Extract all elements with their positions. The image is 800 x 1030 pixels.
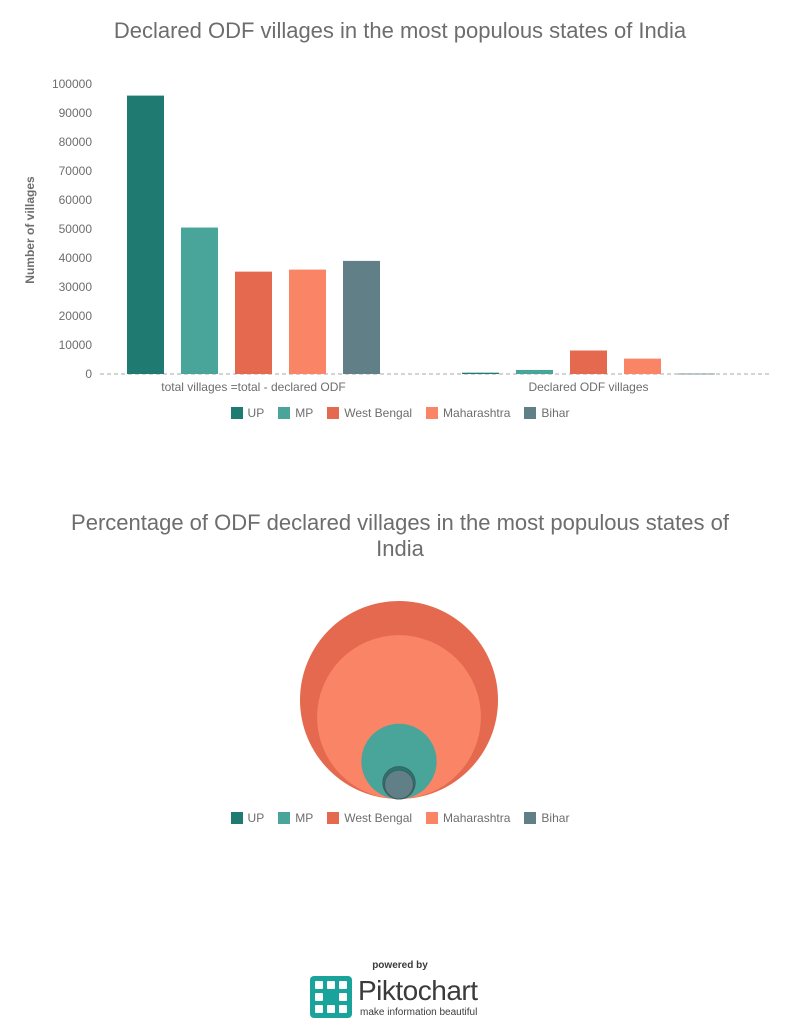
- bar-west-bengal: [235, 271, 272, 374]
- bar-maharashtra: [624, 358, 661, 374]
- legend-item-west-bengal[interactable]: West Bengal: [327, 406, 412, 420]
- legend-label: UP: [247, 811, 265, 825]
- piktochart-brand: Piktochart: [358, 975, 478, 1007]
- piktochart-footer[interactable]: powered by Piktochart make information b…: [300, 958, 500, 1024]
- legend-item-up[interactable]: UP: [230, 406, 265, 420]
- y-tick-label: 100000: [52, 77, 92, 91]
- bar-up: [127, 95, 164, 374]
- legend-item-mp[interactable]: MP: [278, 406, 313, 420]
- legend-label: MP: [295, 406, 314, 420]
- bar-mp: [181, 227, 218, 374]
- legend-swatch: [426, 812, 439, 824]
- bar-chart: 0 10000 20000 30000 40000 50000 60000 70000 8000…: [23, 77, 770, 394]
- legend-swatch: [278, 812, 291, 824]
- bubble-chart-title: Percentage of ODF declared villages in t…: [71, 510, 729, 561]
- bubble-chart: [300, 601, 498, 800]
- y-tick-label: 50000: [59, 222, 93, 236]
- y-tick-label: 80000: [59, 135, 93, 149]
- bar-chart-legend: UP MP West Bengal Maharashtra Bihar: [0, 406, 800, 420]
- y-tick-label: 40000: [59, 251, 93, 265]
- y-tick-label: 30000: [59, 280, 93, 294]
- legend-label: Maharashtra: [443, 406, 511, 420]
- legend-item-bihar[interactable]: Bihar: [524, 811, 569, 825]
- powered-by-label: powered by: [372, 960, 428, 971]
- legend-swatch: [524, 812, 537, 824]
- legend-swatch: [426, 407, 439, 419]
- legend-label: Bihar: [541, 811, 570, 825]
- legend-label: West Bengal: [344, 811, 413, 825]
- bar-mp: [516, 369, 553, 374]
- legend-item-mp[interactable]: MP: [278, 811, 313, 825]
- legend-item-maharashtra[interactable]: Maharashtra: [426, 811, 510, 825]
- legend-label: Bihar: [541, 406, 570, 420]
- legend-swatch: [230, 407, 243, 419]
- bubble-mp: [361, 723, 437, 799]
- y-tick-label: 20000: [59, 309, 93, 323]
- bar-west-bengal: [570, 350, 607, 374]
- legend-label: Maharashtra: [443, 811, 511, 825]
- legend-item-west-bengal[interactable]: West Bengal: [327, 811, 412, 825]
- y-tick-label: 70000: [59, 164, 93, 178]
- legend-label: UP: [247, 406, 265, 420]
- bubble-maharashtra: [317, 635, 481, 799]
- bar-maharashtra: [289, 269, 326, 374]
- legend-swatch: [230, 812, 243, 824]
- bar-chart-title: Declared ODF villages in the most populo…: [113, 18, 687, 43]
- legend-swatch: [278, 407, 291, 419]
- bar-bihar: [343, 260, 380, 374]
- bubble-bihar: [384, 769, 414, 800]
- y-tick-label: 60000: [59, 193, 93, 207]
- brand-suffix: chart: [417, 975, 478, 1006]
- bar-bihar: [678, 373, 715, 375]
- legend-swatch: [524, 407, 537, 419]
- bubble-chart-legend: UP MP West Bengal Maharashtra Bihar: [0, 811, 800, 825]
- piktochart-tagline: make information beautiful: [360, 1007, 478, 1018]
- legend-label: MP: [295, 811, 314, 825]
- legend-item-up[interactable]: UP: [230, 811, 265, 825]
- piktochart-logo-icon: [310, 976, 352, 1018]
- y-tick-label: 10000: [59, 338, 93, 352]
- legend-swatch: [327, 407, 340, 419]
- legend-swatch: [327, 812, 340, 824]
- bar-up: [462, 372, 499, 374]
- legend-item-bihar[interactable]: Bihar: [524, 406, 569, 420]
- y-tick-label: 0: [85, 367, 92, 381]
- x-category-label: Declared ODF villages: [528, 380, 648, 394]
- y-axis-label: Number of villages: [23, 176, 37, 284]
- brand-prefix: Pikto: [358, 975, 418, 1006]
- x-category-label: total villages =total - declared ODF: [161, 380, 345, 394]
- legend-item-maharashtra[interactable]: Maharashtra: [426, 406, 510, 420]
- legend-label: West Bengal: [344, 406, 413, 420]
- y-tick-label: 90000: [59, 106, 93, 120]
